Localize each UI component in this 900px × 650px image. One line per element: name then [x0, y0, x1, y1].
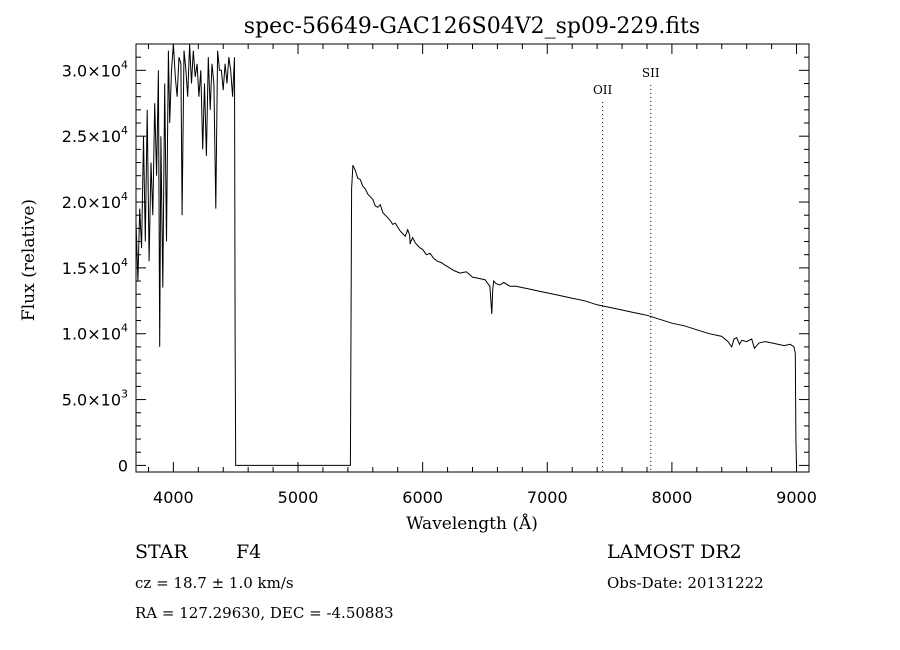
- y-tick-label: 2.0×104: [62, 190, 128, 212]
- survey-name: LAMOST DR2: [607, 541, 742, 563]
- y-tick-label: 1.0×104: [62, 322, 128, 344]
- observation-date: Obs-Date: 20131222: [607, 574, 764, 592]
- y-tick-label: 0: [118, 456, 128, 475]
- redshift-value: cz = 18.7 ± 1.0 km/s: [135, 574, 294, 592]
- plot-frame: [135, 43, 810, 473]
- emission-line-markers: OII SII: [593, 66, 660, 472]
- coordinates: RA = 127.29630, DEC = -4.50883: [135, 604, 394, 622]
- y-tick-label: 5.0×103: [62, 388, 128, 410]
- object-subclass: F4: [236, 541, 262, 563]
- y-tick-label: 3.0×104: [62, 58, 128, 80]
- x-tick-label: 8000: [652, 488, 693, 507]
- x-tick-label: 4000: [153, 488, 194, 507]
- y-tick-label: 1.5×104: [62, 256, 128, 278]
- y-tick-label: 2.5×104: [62, 124, 128, 146]
- x-axis-label: Wavelength (Å): [406, 513, 538, 534]
- y-axis-ticks: 0 5.0×103 1.0×104 1.5×104 2.0×104 2.5×104 3.0×…: [62, 56, 809, 475]
- x-tick-label: 5000: [278, 488, 319, 507]
- line-marker-label: OII: [593, 83, 613, 97]
- object-class: STAR: [135, 541, 188, 563]
- line-marker-label: SII: [642, 66, 660, 80]
- spectrum-line: [135, 43, 797, 466]
- x-tick-label: 7000: [527, 488, 568, 507]
- x-tick-label: 9000: [776, 488, 817, 507]
- chart-title: spec-56649-GAC126S04V2_sp09-229.fits: [244, 14, 700, 39]
- x-axis-ticks: 4000 5000 6000 7000 8000 9000: [147, 44, 817, 507]
- y-axis-label: Flux (relative): [19, 199, 39, 321]
- x-tick-label: 6000: [402, 488, 443, 507]
